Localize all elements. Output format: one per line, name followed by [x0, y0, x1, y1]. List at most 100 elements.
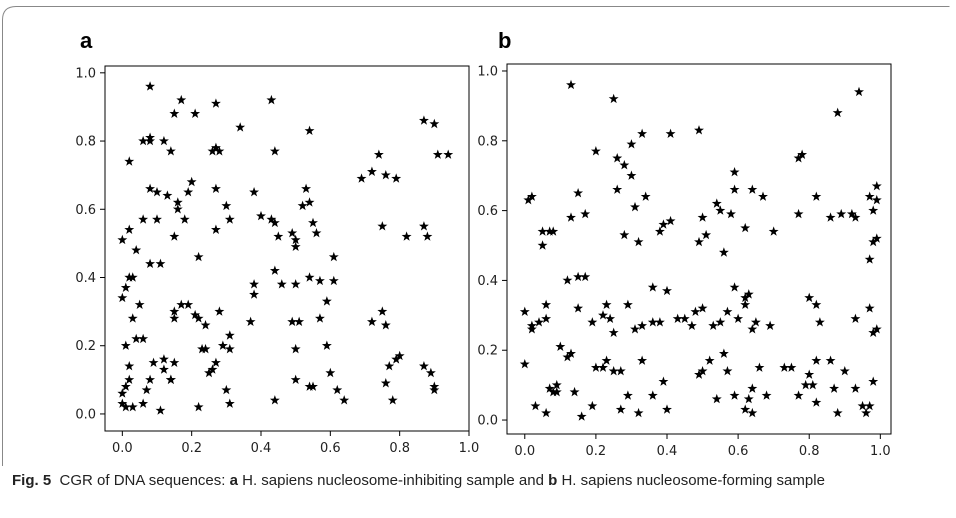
star-marker [619, 160, 630, 170]
star-marker [526, 320, 537, 330]
star-marker [747, 184, 758, 194]
star-marker [314, 313, 325, 323]
star-marker [321, 296, 332, 306]
star-marker [169, 357, 180, 367]
star-marker [311, 227, 322, 238]
star-marker [804, 369, 815, 379]
star-marker [566, 212, 576, 222]
star-marker [117, 234, 128, 245]
star-marker [193, 251, 204, 262]
star-marker [740, 222, 751, 233]
star-marker [138, 398, 149, 408]
star-marker [633, 407, 644, 418]
star-marker [366, 316, 377, 327]
star-marker [701, 229, 712, 240]
star-marker [380, 378, 391, 388]
star-marker [148, 357, 159, 367]
star-marker [519, 358, 530, 369]
panel-b-label: b [498, 28, 511, 53]
x-tick-label: 0.8 [799, 444, 820, 459]
star-marker [134, 299, 145, 309]
star-marker [694, 369, 704, 379]
plot-area-a [104, 65, 470, 432]
star-marker [297, 200, 308, 211]
star-marker [120, 401, 131, 412]
star-marker [541, 407, 552, 418]
star-marker [308, 381, 318, 391]
star-marker [204, 367, 214, 378]
star-marker [662, 404, 672, 414]
star-marker [249, 279, 260, 289]
y-tick-label: 1.0 [75, 66, 96, 81]
x-tick-label: 0.4 [251, 441, 272, 456]
star-marker [601, 299, 612, 310]
star-marker [665, 128, 676, 139]
star-marker [580, 208, 591, 219]
star-marker [740, 292, 751, 303]
frame-border [2, 6, 950, 466]
star-marker [301, 183, 312, 194]
star-marker [768, 226, 779, 236]
star-marker [418, 221, 429, 231]
star-marker [740, 404, 751, 414]
star-marker [526, 191, 537, 201]
star-marker [647, 282, 658, 292]
star-marker [694, 236, 704, 247]
star-marker [626, 139, 637, 149]
star-marker [308, 217, 318, 228]
star-marker [590, 362, 601, 372]
star-marker [534, 317, 544, 327]
star-marker [269, 395, 280, 405]
star-marker [530, 400, 541, 411]
caption-text-2: H. sapiens nucleosome-inhibiting sample … [237, 472, 549, 489]
star-marker [850, 212, 861, 222]
x-tick-label: 0.6 [728, 444, 749, 459]
star-marker [356, 173, 367, 183]
star-marker [429, 118, 440, 129]
star-marker [117, 398, 128, 408]
star-marker [793, 153, 804, 163]
star-marker [605, 313, 616, 324]
star-marker [747, 383, 758, 393]
star-marker [647, 390, 658, 400]
star-marker [864, 254, 875, 264]
star-marker [832, 407, 843, 418]
star-marker [750, 317, 761, 327]
star-marker [811, 191, 822, 201]
star-marker [850, 313, 861, 324]
star-marker [304, 272, 315, 282]
star-marker [131, 245, 142, 255]
star-marker [158, 354, 169, 364]
star-marker [176, 299, 187, 309]
star-marker [321, 340, 332, 350]
y-tick-label: 0.6 [477, 204, 498, 219]
star-marker [190, 309, 201, 320]
y-tick-label: 0.4 [477, 274, 498, 289]
star-marker [391, 354, 402, 364]
star-marker [662, 285, 672, 296]
star-marker [186, 176, 197, 187]
star-marker [637, 355, 648, 365]
scatter-panel-a: 0.0 0.2 0.4 0.6 0.8 1.0 0.0 0.2 0.4 0.6 0.8 1.0 [75, 65, 479, 456]
star-marker [266, 94, 277, 105]
star-marker [179, 214, 190, 224]
star-marker [569, 386, 580, 397]
star-marker [207, 364, 218, 374]
star-marker [169, 313, 180, 323]
star-marker [871, 180, 882, 191]
star-marker [221, 384, 232, 395]
star-marker [384, 360, 395, 371]
star-marker [566, 348, 576, 358]
star-marker [245, 316, 256, 327]
star-marker [811, 397, 822, 407]
star-marker [743, 289, 754, 299]
star-marker [711, 393, 722, 404]
star-marker [647, 317, 658, 327]
star-marker [857, 400, 868, 411]
star-marker [162, 190, 173, 200]
star-marker [145, 374, 156, 385]
star-marker [169, 306, 180, 316]
star-marker [612, 153, 623, 163]
star-marker [294, 316, 305, 327]
star-marker [155, 405, 166, 415]
